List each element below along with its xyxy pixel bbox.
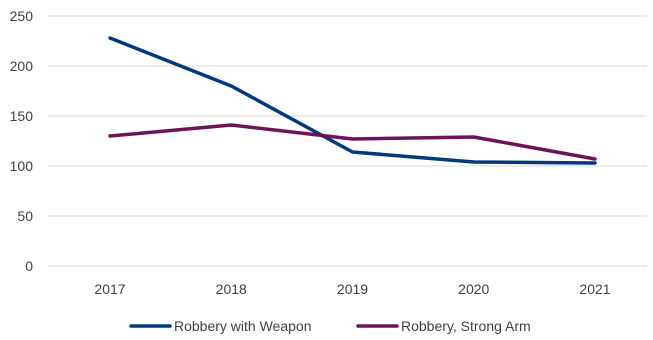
x-axis-tick-labels: 2017 2018 2019 2020 2021 <box>94 281 610 297</box>
y-tick-label: 100 <box>10 158 34 174</box>
y-tick-label: 0 <box>25 258 33 274</box>
series-line-robbery-with-weapon <box>108 36 597 165</box>
x-tick-label: 2018 <box>216 281 247 297</box>
y-axis-tick-labels: 0 50 100 150 200 250 <box>10 8 34 274</box>
x-tick-label: 2020 <box>458 281 489 297</box>
x-tick-label: 2017 <box>94 281 125 297</box>
x-tick-label: 2021 <box>579 281 610 297</box>
gridlines <box>48 15 647 267</box>
x-tick-label: 2019 <box>337 281 368 297</box>
legend: Robbery with Weapon Robbery, Strong Arm <box>129 318 531 334</box>
legend-label-robbery-with-weapon: Robbery with Weapon <box>174 318 311 334</box>
y-tick-label: 50 <box>17 208 33 224</box>
y-tick-label: 200 <box>10 58 34 74</box>
series-lines <box>108 36 597 165</box>
y-tick-label: 150 <box>10 108 34 124</box>
legend-label-robbery-strong-arm: Robbery, Strong Arm <box>401 318 531 334</box>
series-line-robbery-strong-arm <box>108 123 597 161</box>
y-tick-label: 250 <box>10 8 34 24</box>
